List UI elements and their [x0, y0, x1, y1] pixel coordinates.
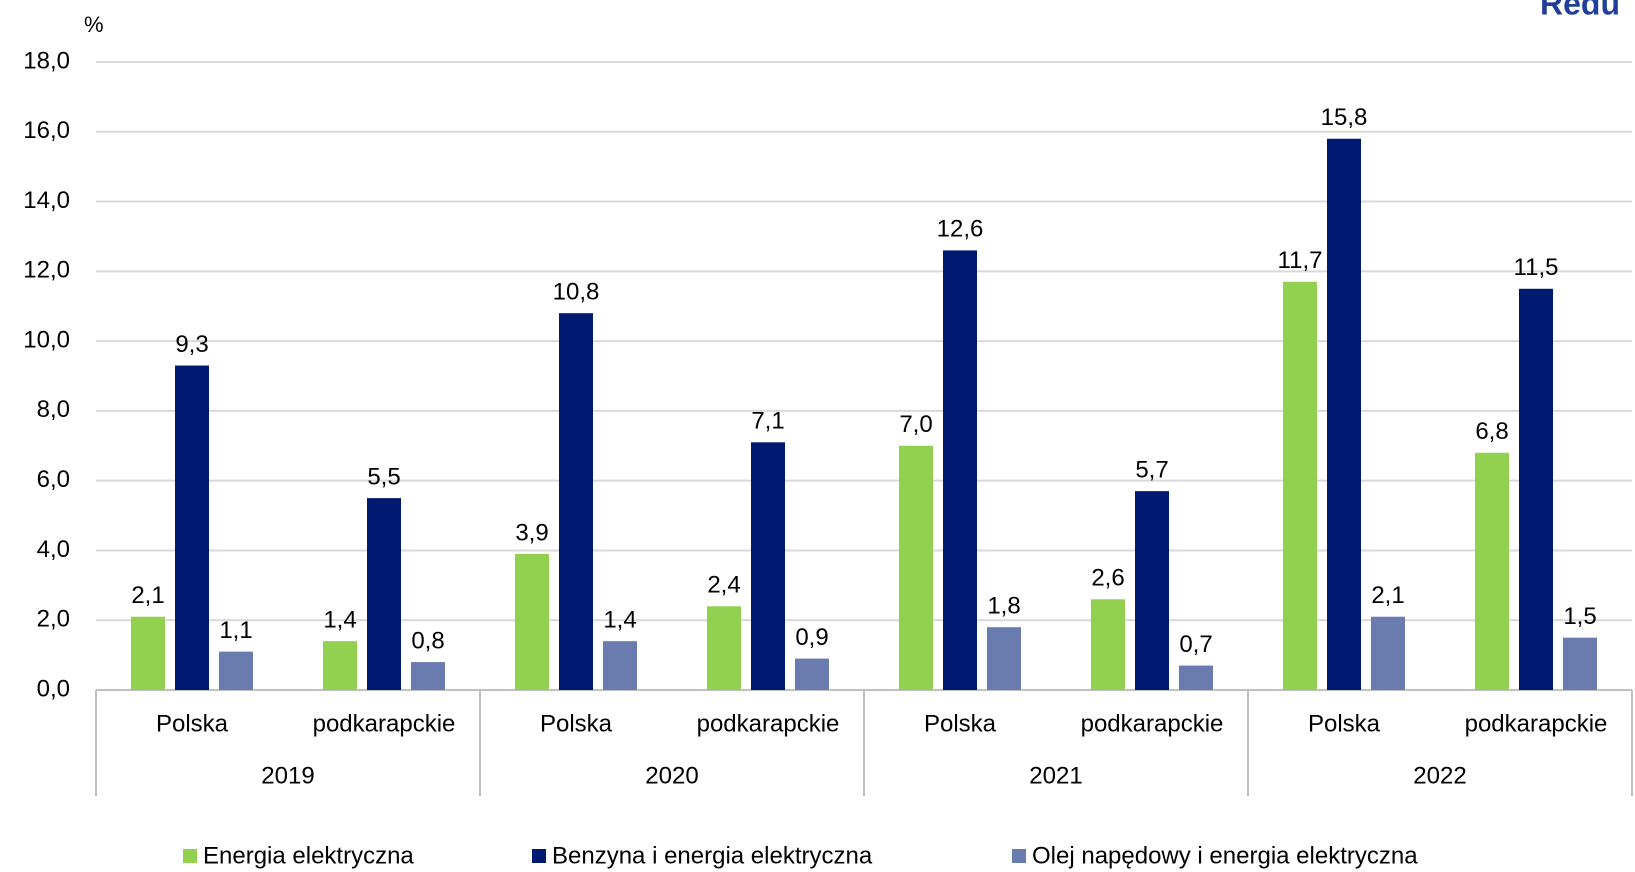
- data-label: 0,8: [411, 627, 444, 654]
- bar: [751, 442, 785, 690]
- data-label: 1,5: [1563, 603, 1596, 630]
- y-tick-label: 4,0: [37, 536, 70, 563]
- x-tick-label: Polska: [1308, 710, 1381, 737]
- y-axis-label: %: [84, 12, 104, 37]
- data-label: 2,4: [707, 572, 740, 599]
- data-label: 15,8: [1321, 104, 1368, 131]
- bar: [131, 616, 165, 690]
- data-label: 1,8: [987, 593, 1020, 620]
- y-tick-label: 12,0: [23, 257, 70, 284]
- data-label: 2,1: [131, 582, 164, 609]
- bar: [707, 606, 741, 690]
- data-label: 0,9: [795, 624, 828, 651]
- x-tick-label: podkarapckie: [697, 710, 840, 737]
- data-label: 5,7: [1135, 456, 1168, 483]
- legend-swatch: [1012, 849, 1026, 863]
- data-label: 1,4: [323, 606, 356, 633]
- data-label: 6,8: [1475, 418, 1508, 445]
- data-label: 2,6: [1091, 565, 1124, 592]
- bar: [219, 651, 253, 690]
- bar: [1327, 138, 1361, 690]
- legend-label: Benzyna i energia elektryczna: [552, 842, 873, 869]
- legend-swatch: [183, 849, 197, 863]
- bar: [1519, 288, 1553, 690]
- y-tick-label: 16,0: [23, 117, 70, 144]
- bar: [1563, 637, 1597, 690]
- data-label: 0,7: [1179, 631, 1212, 658]
- data-label: 11,7: [1278, 247, 1323, 274]
- bar: [987, 627, 1021, 690]
- y-tick-label: 2,0: [37, 606, 70, 633]
- bar: [1371, 616, 1405, 690]
- group-label: 2019: [261, 762, 314, 789]
- data-label: 1,1: [219, 617, 252, 644]
- data-label: 7,0: [899, 411, 932, 438]
- data-label: 11,5: [1514, 254, 1559, 281]
- y-tick-label: 0,0: [37, 675, 70, 702]
- x-tick-label: Polska: [156, 710, 229, 737]
- data-label: 12,6: [937, 216, 984, 243]
- x-tick-label: Polska: [540, 710, 613, 737]
- y-tick-label: 6,0: [37, 466, 70, 493]
- bar: [559, 313, 593, 690]
- legend-label: Olej napędowy i energia elektryczna: [1032, 842, 1418, 869]
- bar: [1283, 281, 1317, 690]
- data-label: 7,1: [751, 408, 784, 435]
- bar: [411, 662, 445, 690]
- y-tick-label: 14,0: [23, 187, 70, 214]
- x-tick-label: Polska: [924, 710, 997, 737]
- bar: [367, 498, 401, 690]
- data-label: 2,1: [1371, 582, 1404, 609]
- data-label: 3,9: [515, 519, 548, 546]
- x-tick-label: podkarapckie: [1081, 710, 1224, 737]
- group-label: 2021: [1029, 762, 1082, 789]
- data-label: 5,5: [367, 463, 400, 490]
- x-tick-label: podkarapckie: [313, 710, 456, 737]
- group-label: 2020: [645, 762, 698, 789]
- bar: [795, 658, 829, 690]
- chart-title: Redu: [1540, 0, 1620, 21]
- bar: [1135, 491, 1169, 690]
- y-tick-label: 10,0: [23, 326, 70, 353]
- bar: [1091, 599, 1125, 690]
- bar: [323, 641, 357, 690]
- y-tick-label: 8,0: [37, 396, 70, 423]
- group-label: 2022: [1413, 762, 1466, 789]
- legend-swatch: [532, 849, 546, 863]
- data-label: 9,3: [175, 331, 208, 358]
- bar: [603, 641, 637, 690]
- bar: [899, 445, 933, 690]
- x-tick-label: podkarapckie: [1465, 710, 1608, 737]
- y-tick-label: 18,0: [23, 47, 70, 74]
- bar: [943, 250, 977, 690]
- legend-label: Energia elektryczna: [203, 842, 414, 869]
- bar: [515, 553, 549, 690]
- bar: [175, 365, 209, 690]
- bar: [1179, 665, 1213, 690]
- data-label: 10,8: [553, 279, 600, 306]
- data-label: 1,4: [603, 606, 636, 633]
- bar: [1475, 452, 1509, 690]
